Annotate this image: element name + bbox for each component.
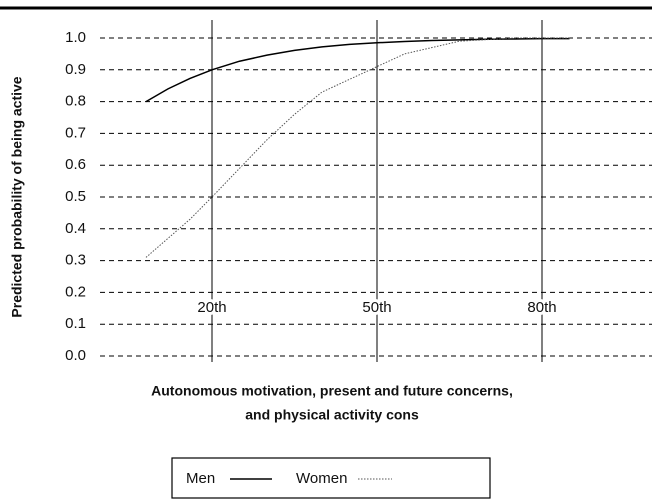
y-tick-label: 0.0: [65, 347, 86, 364]
x-axis-label: and physical activity cons: [245, 407, 419, 423]
y-tick-label: 0.4: [65, 220, 86, 237]
x-tick-label: 20th: [197, 299, 226, 316]
y-tick-label: 0.6: [65, 156, 86, 173]
series-line: [145, 37, 570, 258]
x-axis-label: Autonomous motivation, present and futur…: [151, 383, 513, 399]
series-line: [145, 37, 570, 103]
x-tick-label: 80th: [527, 299, 556, 316]
x-tick-label: 50th: [362, 299, 391, 316]
y-tick-label: 0.9: [65, 61, 86, 78]
legend-label: Men: [186, 470, 215, 487]
y-tick-label: 0.1: [65, 315, 86, 332]
y-tick-label: 0.7: [65, 124, 86, 141]
y-tick-label: 1.0: [65, 29, 86, 46]
legend-label: Women: [296, 470, 347, 487]
y-tick-label: 0.5: [65, 188, 86, 205]
y-axis-label: Predicted probability of being active: [9, 76, 25, 317]
legend-box: [171, 457, 491, 499]
y-tick-label: 0.2: [65, 283, 86, 300]
y-tick-label: 0.8: [65, 93, 86, 110]
y-tick-label: 0.3: [65, 252, 86, 269]
